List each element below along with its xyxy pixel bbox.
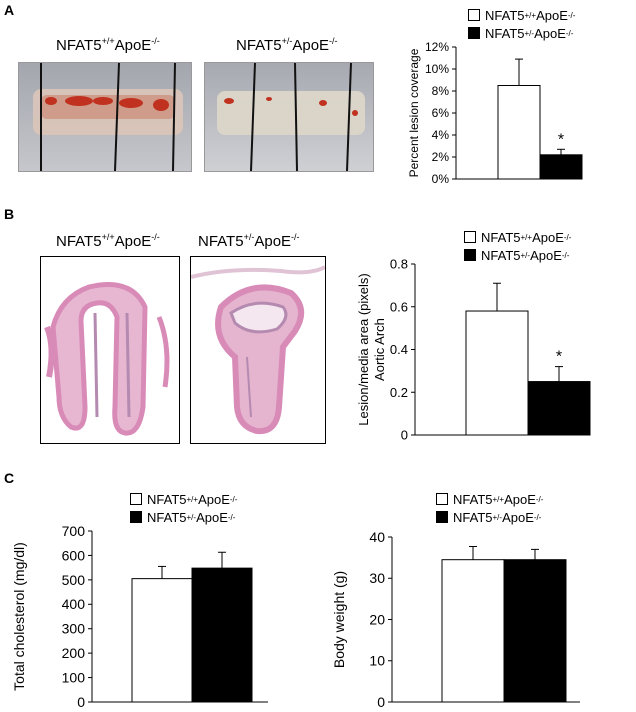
y-tick-label-c2: 20 bbox=[369, 611, 385, 627]
panel-a-right-title: NFAT5+/-ApoE-/- bbox=[236, 36, 338, 54]
legend-item-wildtype: NFAT5 +/+ ApoE -/- bbox=[436, 490, 543, 508]
legend-panel-c-right: NFAT5 +/+ ApoE -/- NFAT5 +/- ApoE -/- bbox=[436, 490, 543, 526]
y-tick-label-a: 4% bbox=[432, 128, 450, 142]
y-tick-label-c2: 10 bbox=[369, 653, 385, 669]
bar-a-heterozygous bbox=[539, 154, 583, 180]
y-tick-label-b: 0.4 bbox=[390, 342, 408, 357]
y-tick-label-a: 10% bbox=[425, 62, 449, 76]
legend-swatch-black bbox=[130, 511, 142, 523]
y-axis-label2-b: Aortic Arch bbox=[372, 318, 387, 381]
legend-item-heterozygous: NFAT5 +/- ApoE -/- bbox=[464, 246, 571, 264]
y-tick-label-a: 12% bbox=[425, 40, 449, 54]
panel-a-left-title: NFAT5+/+ApoE-/- bbox=[56, 36, 160, 54]
legend-swatch-white bbox=[130, 493, 142, 505]
y-tick-label-a: 2% bbox=[432, 150, 450, 164]
bar-c2-heterozygous bbox=[503, 559, 567, 703]
y-tick-label-c1: 500 bbox=[62, 572, 86, 588]
legend-panel-b: NFAT5 +/+ ApoE -/- NFAT5 +/- ApoE -/- bbox=[464, 228, 571, 264]
bar-c1-wildtype bbox=[131, 578, 193, 703]
legend-swatch-black bbox=[464, 249, 476, 261]
y-tick-label-b: 0.2 bbox=[390, 385, 408, 400]
y-tick-label-c2: 40 bbox=[369, 529, 385, 545]
legend-swatch-white bbox=[468, 9, 480, 21]
legend-panel-a: NFAT5 +/+ ApoE -/- NFAT5 +/- ApoE -/- bbox=[468, 6, 575, 42]
legend-item-heterozygous: NFAT5 +/- ApoE -/- bbox=[436, 508, 543, 526]
y-tick-label-b: 0.6 bbox=[390, 299, 408, 314]
legend-item-wildtype: NFAT5 +/+ ApoE -/- bbox=[468, 6, 575, 24]
panel-b-left-title: NFAT5+/+ApoE-/- bbox=[56, 232, 160, 250]
significance-star-b: * bbox=[556, 349, 562, 366]
y-tick-label-a: 8% bbox=[432, 84, 450, 98]
significance-star-a: * bbox=[558, 131, 564, 148]
y-tick-label-a: 6% bbox=[432, 106, 450, 120]
bar-b-heterozygous bbox=[527, 381, 591, 436]
y-tick-label-c1: 100 bbox=[62, 669, 86, 685]
legend-item-heterozygous: NFAT5 +/- ApoE -/- bbox=[468, 24, 575, 42]
y-tick-label-c1: 300 bbox=[62, 621, 86, 637]
y-axis-label-c2: Body weight (g) bbox=[331, 571, 347, 668]
y-tick-label-c2: 0 bbox=[377, 694, 385, 710]
bar-c1-heterozygous bbox=[191, 567, 253, 703]
histology-image-heterozygous bbox=[190, 256, 326, 444]
panel-letter-b: B bbox=[4, 206, 15, 222]
legend-item-wildtype: NFAT5 +/+ ApoE -/- bbox=[130, 490, 237, 508]
legend-item-heterozygous: NFAT5 +/- ApoE -/- bbox=[130, 508, 237, 526]
histology-image-wildtype bbox=[40, 256, 180, 444]
aorta-photo-wildtype bbox=[18, 62, 192, 172]
aorta-photo-heterozygous bbox=[204, 62, 374, 172]
y-axis-label-b: Lesion/media area (pixels) bbox=[356, 273, 371, 425]
y-tick-label-c1: 0 bbox=[77, 694, 85, 710]
y-tick-label-c2: 30 bbox=[369, 570, 385, 586]
y-tick-label-b: 0 bbox=[401, 428, 408, 443]
y-axis-label-c1: Total cholesterol (mg/dl) bbox=[11, 542, 27, 691]
legend-item-wildtype: NFAT5 +/+ ApoE -/- bbox=[464, 228, 571, 246]
panel-letter-c: C bbox=[4, 470, 15, 486]
legend-panel-c-left: NFAT5 +/+ ApoE -/- NFAT5 +/- ApoE -/- bbox=[130, 490, 237, 526]
y-tick-label-c1: 700 bbox=[62, 523, 86, 539]
legend-swatch-black bbox=[436, 511, 448, 523]
y-tick-label-c1: 200 bbox=[62, 645, 86, 661]
legend-swatch-black bbox=[468, 27, 480, 39]
y-axis-label-a: Percent lesion coverage bbox=[407, 48, 421, 177]
panel-b-right-title: NFAT5+/-ApoE-/- bbox=[198, 232, 300, 250]
y-tick-label-b: 0.8 bbox=[390, 257, 408, 272]
bar-a-wildtype bbox=[497, 85, 541, 180]
y-tick-label-a: 0% bbox=[432, 172, 450, 186]
y-tick-label-c1: 600 bbox=[62, 547, 86, 563]
legend-swatch-white bbox=[464, 231, 476, 243]
panel-letter-a: A bbox=[4, 2, 15, 18]
bar-c2-wildtype bbox=[441, 559, 505, 703]
bar-b-wildtype bbox=[465, 310, 529, 436]
y-tick-label-c1: 400 bbox=[62, 596, 86, 612]
legend-swatch-white bbox=[436, 493, 448, 505]
